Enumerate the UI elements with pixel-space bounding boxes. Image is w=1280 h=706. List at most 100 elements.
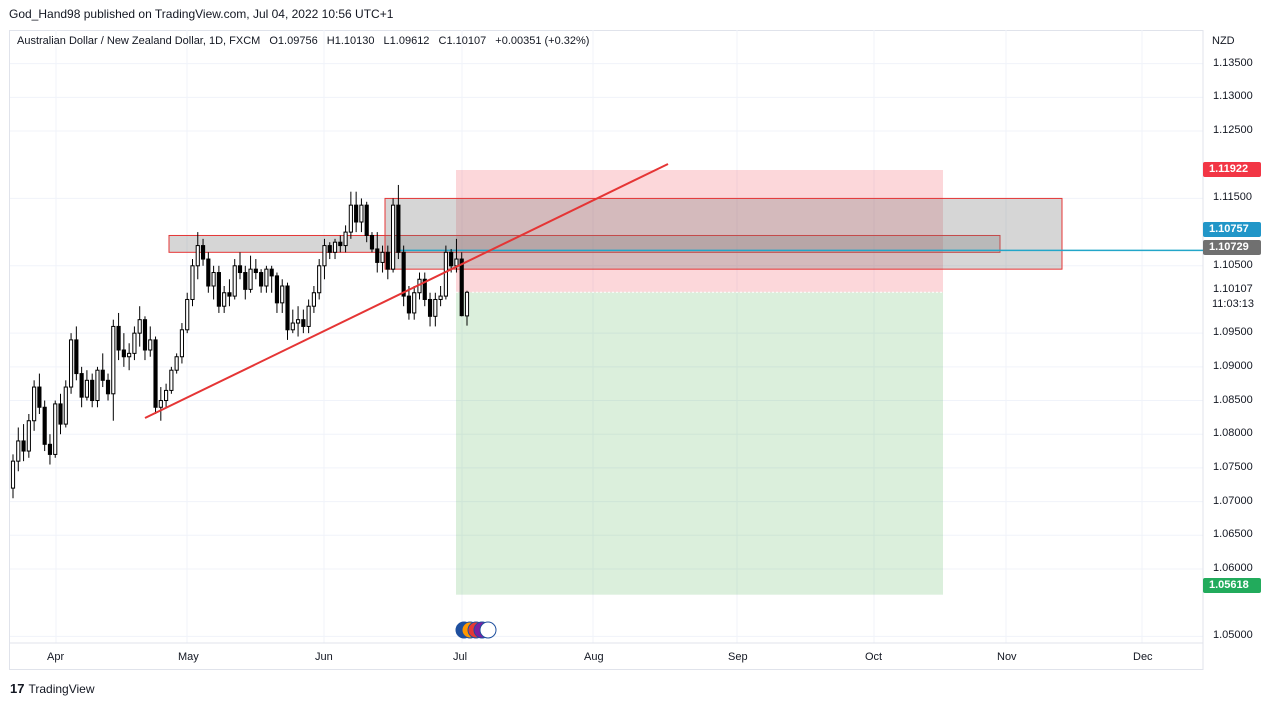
- chart-frame[interactable]: [9, 30, 1203, 670]
- candle-body: [47, 443, 53, 455]
- candle-body: [401, 251, 406, 297]
- tradingview-logo[interactable]: 17 TradingView: [10, 681, 95, 696]
- candle-body: [391, 204, 396, 270]
- time-tick-label: Nov: [997, 651, 1017, 663]
- candle-body: [396, 204, 401, 253]
- candle-body: [111, 325, 116, 395]
- candle-body: [295, 319, 301, 324]
- candle-body: [243, 272, 248, 290]
- candle-body: [100, 369, 105, 381]
- candle-body: [79, 373, 84, 398]
- price-tick-label: 1.12500: [1213, 124, 1253, 137]
- candle-body: [412, 292, 417, 314]
- candle-body: [90, 379, 95, 402]
- candle-body: [37, 386, 42, 408]
- candle-body: [105, 379, 111, 395]
- tradingview-brand: TradingView: [28, 682, 95, 696]
- price-tick-label: 1.08500: [1213, 393, 1253, 406]
- candle-body: [63, 386, 68, 425]
- candle-body: [42, 406, 47, 445]
- publish-bar: God_Hand98 published on TradingView.com,…: [0, 0, 1280, 30]
- currency-label: NZD: [1212, 35, 1235, 47]
- price-tick-label: 1.07500: [1213, 460, 1253, 473]
- supply-zone-2: [384, 197, 1063, 270]
- candle-body: [274, 275, 280, 304]
- candle-body: [438, 295, 443, 300]
- take-profit-zone: [456, 292, 943, 595]
- legend-close: C1.10107: [438, 35, 487, 47]
- candle-body: [142, 319, 148, 351]
- candle-body: [237, 265, 243, 274]
- price-tick-label: 1.13000: [1213, 90, 1253, 103]
- candle-body: [427, 298, 433, 317]
- time-tick-label: Jul: [453, 651, 468, 663]
- price-tick-label: 1.08000: [1213, 427, 1253, 440]
- candle-body: [137, 319, 142, 334]
- candle-body: [200, 245, 206, 260]
- candle-body: [317, 265, 322, 294]
- candle-body: [338, 241, 343, 247]
- candle-body: [58, 403, 63, 425]
- candle-body: [195, 245, 200, 267]
- price-tag: 1.11922: [1203, 162, 1261, 177]
- price-tick-label: 1.13500: [1213, 56, 1253, 69]
- candle-body: [311, 292, 316, 307]
- candle-body: [179, 329, 185, 358]
- candle-body: [127, 352, 132, 358]
- trendline: [144, 163, 669, 419]
- candle-body: [185, 298, 190, 331]
- candle-body: [95, 369, 100, 402]
- price-tag: 1.10729: [1203, 240, 1261, 255]
- candle-body: [285, 285, 290, 331]
- candle-body: [190, 265, 195, 300]
- event-flag-icon: [479, 621, 497, 639]
- price-tick-label: 1.07000: [1213, 494, 1253, 507]
- candle-body: [359, 204, 364, 223]
- candle-body: [53, 403, 58, 455]
- candle-body: [443, 251, 448, 297]
- time-tick-label: Dec: [1133, 651, 1153, 663]
- candle-body: [354, 204, 359, 223]
- candle-body: [206, 258, 211, 287]
- candle-body: [454, 258, 459, 267]
- candle-body: [264, 268, 269, 287]
- stop-loss-zone: [456, 169, 943, 293]
- price-tick-label: 1.05000: [1213, 629, 1253, 642]
- candle-body: [280, 285, 285, 304]
- tradingview-mark-icon: 17: [10, 681, 25, 696]
- candle-body: [422, 278, 427, 300]
- candle-body: [174, 356, 179, 371]
- symbol-legend: Australian Dollar / New Zealand Dollar, …: [17, 35, 595, 47]
- candle-body: [132, 332, 137, 354]
- time-tick-label: Sep: [728, 651, 748, 663]
- candle-body: [216, 272, 221, 307]
- candle-body: [301, 319, 306, 327]
- candle-body: [322, 245, 327, 267]
- candle-body: [464, 291, 470, 317]
- candle-body: [16, 440, 21, 462]
- candle-body: [248, 268, 253, 290]
- candle-body: [433, 298, 438, 317]
- candle-body: [68, 339, 74, 388]
- candle-body: [385, 251, 390, 270]
- candle-body: [74, 339, 79, 375]
- publish-info: God_Hand98 published on TradingView.com,…: [9, 7, 394, 21]
- candle-body: [227, 292, 232, 297]
- candle-body: [332, 241, 338, 253]
- time-tick-label: Oct: [865, 651, 883, 663]
- supply-zone-1: [168, 234, 1001, 253]
- price-tick-label: 1.06500: [1213, 528, 1253, 541]
- candle-body: [222, 292, 227, 307]
- candle-body: [211, 272, 216, 287]
- price-tick-label: 1.09000: [1213, 359, 1253, 372]
- candle-body: [290, 322, 295, 331]
- price-tick-label: 1.09500: [1213, 326, 1253, 339]
- candle-body: [348, 204, 353, 233]
- candle-body: [84, 379, 89, 398]
- candle-body: [169, 369, 174, 391]
- candle-body: [10, 460, 16, 489]
- candle-body: [21, 440, 26, 452]
- time-tick-label: Jun: [315, 651, 333, 663]
- legend-change: +0.00351 (+0.32%): [495, 35, 590, 47]
